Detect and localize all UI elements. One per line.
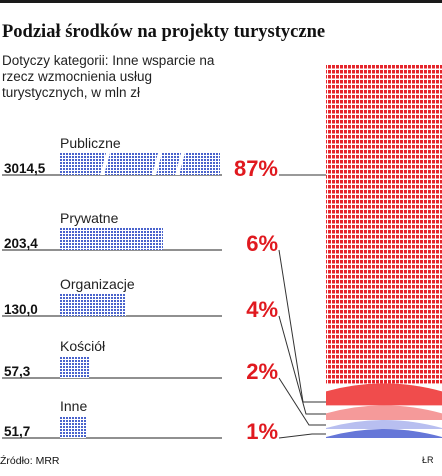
top-rule: [0, 0, 442, 3]
value-label: 57,3: [4, 364, 31, 379]
percent-label: 4%: [246, 297, 278, 322]
percent-backing: [233, 416, 279, 442]
category-label: Publiczne: [60, 135, 121, 151]
stack-segment-prywatne: [326, 383, 442, 406]
connector-line: [278, 249, 326, 403]
value-label: 203,4: [4, 236, 38, 251]
connector-line: [278, 315, 326, 415]
percent-label: 1%: [246, 419, 278, 444]
stack-segment-kościół: [326, 420, 442, 429]
category-label: Kościół: [60, 338, 106, 354]
stack-segment-publiczne: [326, 64, 442, 384]
stack-segment-inne: [326, 429, 442, 438]
bar-break-mark: [175, 153, 185, 175]
percent-label: 2%: [246, 359, 278, 384]
percent-backing: [233, 356, 279, 382]
connector-line: [278, 377, 326, 426]
bar-break-mark: [152, 153, 162, 175]
bar-inne: [60, 416, 86, 438]
percent-label: 87%: [234, 156, 278, 181]
chart-title: Podział środków na projekty turystyczne: [2, 22, 326, 42]
bar-publiczne: [60, 153, 220, 175]
value-label: 51,7: [4, 424, 30, 439]
bar-organizacje: [60, 294, 126, 316]
bar-kościół: [60, 356, 89, 378]
connector-line: [278, 433, 326, 439]
percent-backing: [233, 228, 279, 254]
percent-label: 6%: [246, 231, 278, 256]
author-credit: ŁR: [422, 455, 434, 465]
source-note: Źródło: MRR: [0, 455, 60, 467]
value-label: 3014,5: [4, 161, 46, 176]
bar-prywatne: [60, 228, 163, 250]
value-label: 130,0: [4, 302, 38, 317]
stack-segment-organizacje: [326, 405, 442, 420]
category-label: Organizacje: [60, 276, 135, 292]
bar-break-mark: [100, 153, 110, 175]
category-label: Prywatne: [60, 210, 119, 226]
category-label: Inne: [60, 398, 87, 414]
percent-backing: [233, 294, 279, 320]
percent-backing: [233, 153, 279, 179]
chart-subtitle: Dotyczy kategorii: Inne wsparcie na rzec…: [2, 53, 215, 100]
